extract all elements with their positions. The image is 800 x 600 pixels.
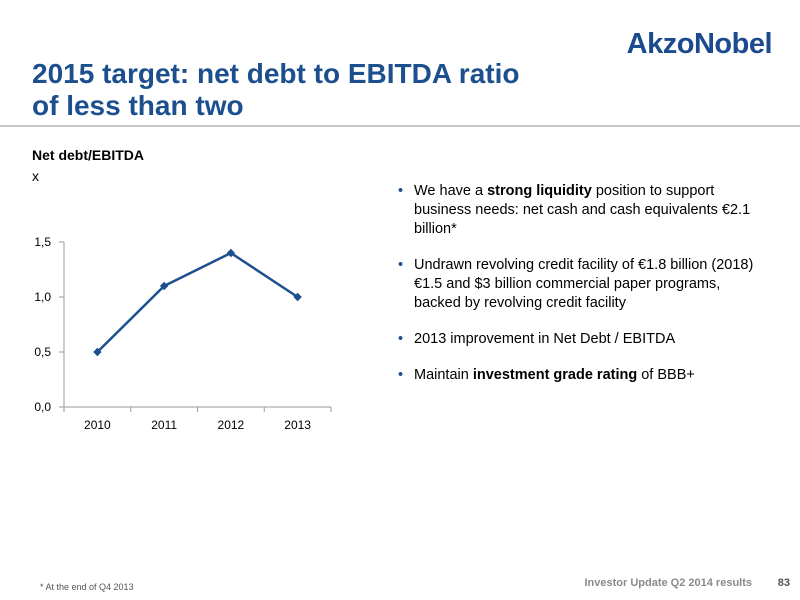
x-tick-label: 2011 bbox=[151, 418, 177, 432]
slide-title: 2015 target: net debt to EBITDA ratio of… bbox=[32, 58, 592, 122]
title-line-2: of less than two bbox=[32, 90, 244, 121]
y-tick-label: 1,0 bbox=[34, 290, 51, 304]
bullet-item: • Undrawn revolving credit facility of €1… bbox=[398, 256, 758, 313]
chart-title: Net debt/EBITDA bbox=[32, 147, 144, 163]
akzonobel-logo: AkzoNobel bbox=[626, 28, 773, 60]
bullet-marker: • bbox=[398, 257, 404, 273]
bullet-emphasis: strong liquidity bbox=[487, 183, 592, 199]
data-point-marker bbox=[226, 248, 236, 258]
data-point-marker bbox=[293, 292, 302, 302]
bullet-item: • Maintain investment grade rating of BBB… bbox=[398, 366, 758, 385]
bullet-list: • We have a strong liquidity position to … bbox=[398, 182, 758, 402]
y-tick-label: 0,0 bbox=[34, 400, 51, 414]
footer-text: Investor Update Q2 2014 results bbox=[584, 577, 752, 589]
bullet-emphasis: investment grade rating bbox=[472, 367, 638, 383]
bullet-text: Undrawn revolving credit facility of €1.… bbox=[414, 257, 754, 311]
data-point-marker bbox=[93, 347, 102, 357]
x-tick-label: 2012 bbox=[218, 418, 245, 432]
x-tick-label: 2013 bbox=[284, 418, 311, 432]
bullet-item: • We have a strong liquidity position to … bbox=[398, 182, 758, 239]
bullet-marker: • bbox=[398, 183, 404, 199]
footnote: * At the end of Q4 2013 bbox=[40, 582, 134, 592]
bullet-text: position to support business needs: net … bbox=[414, 183, 751, 237]
y-tick-label: 1,5 bbox=[34, 235, 51, 249]
bullet-text: 2013 improvement in Net Debt / EBITDA bbox=[414, 331, 676, 347]
title-divider bbox=[0, 125, 800, 127]
series-line bbox=[96, 251, 299, 353]
title-line-1: 2015 target: net debt to EBITDA ratio bbox=[32, 58, 520, 89]
y-tick-label: 0,5 bbox=[34, 345, 51, 359]
bullet-text: Maintain bbox=[414, 367, 473, 383]
bullet-text: of BBB+ bbox=[637, 367, 695, 383]
bullet-marker: • bbox=[398, 331, 404, 347]
data-point-marker bbox=[159, 281, 169, 291]
bullet-text: We have a bbox=[414, 183, 488, 199]
bullet-item: • 2013 improvement in Net Debt / EBITDA bbox=[398, 330, 758, 349]
bullet-marker: • bbox=[398, 367, 404, 383]
page-number: 83 bbox=[777, 577, 790, 589]
x-tick-label: 2010 bbox=[84, 418, 111, 432]
chart-unit: x bbox=[32, 168, 39, 184]
